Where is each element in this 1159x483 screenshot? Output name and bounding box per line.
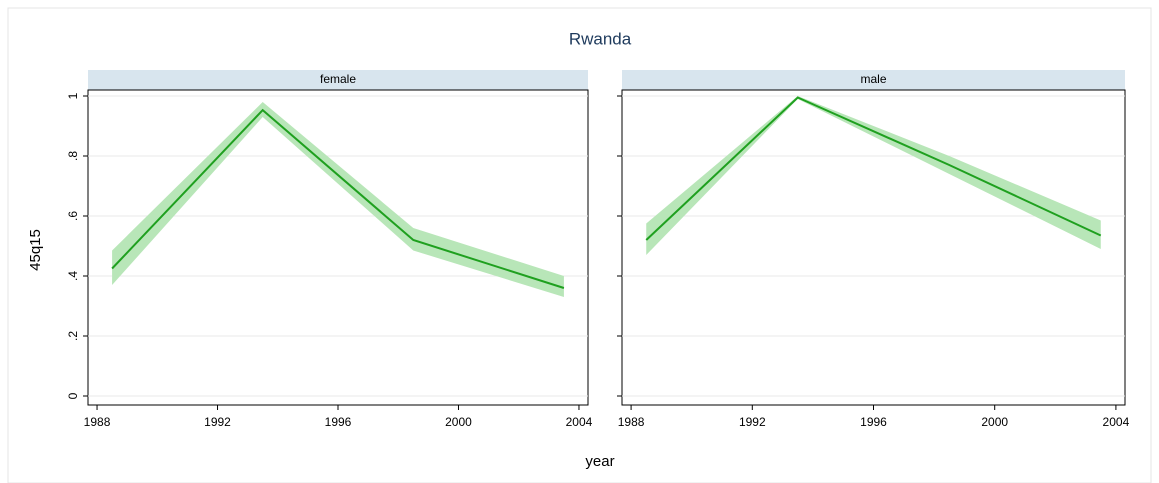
panel-title: male <box>860 72 886 86</box>
x-tick-label: 1992 <box>204 415 231 429</box>
x-tick-label: 1992 <box>739 415 766 429</box>
y-axis-label: 45q15 <box>27 229 44 271</box>
x-tick-label: 1988 <box>84 415 111 429</box>
x-axis-label: year <box>585 453 614 470</box>
x-tick-label: 1996 <box>325 415 352 429</box>
x-tick-label: 2000 <box>981 415 1008 429</box>
line <box>111 108 565 289</box>
x-tick-label: 2000 <box>445 415 472 429</box>
y-tick-label: 1 <box>66 92 80 99</box>
x-tick-label: 2004 <box>1103 415 1130 429</box>
panel-title: female <box>320 72 356 86</box>
panel-header <box>622 70 1125 90</box>
panel-header <box>88 70 588 90</box>
y-tick-label: .4 <box>66 271 80 281</box>
x-tick-label: 1996 <box>860 415 887 429</box>
x-tick-label: 1988 <box>618 415 645 429</box>
plot-area <box>87 89 589 406</box>
plot-area <box>621 89 1126 406</box>
chart-title: Rwanda <box>569 29 632 48</box>
y-tick-label: .2 <box>66 331 80 341</box>
y-tick-label: .8 <box>66 151 80 161</box>
y-tick-label: .6 <box>66 211 80 221</box>
y-tick-label: 0 <box>66 392 80 399</box>
line <box>645 96 1102 241</box>
x-tick-label: 2004 <box>566 415 593 429</box>
confidence-band <box>646 96 1101 255</box>
